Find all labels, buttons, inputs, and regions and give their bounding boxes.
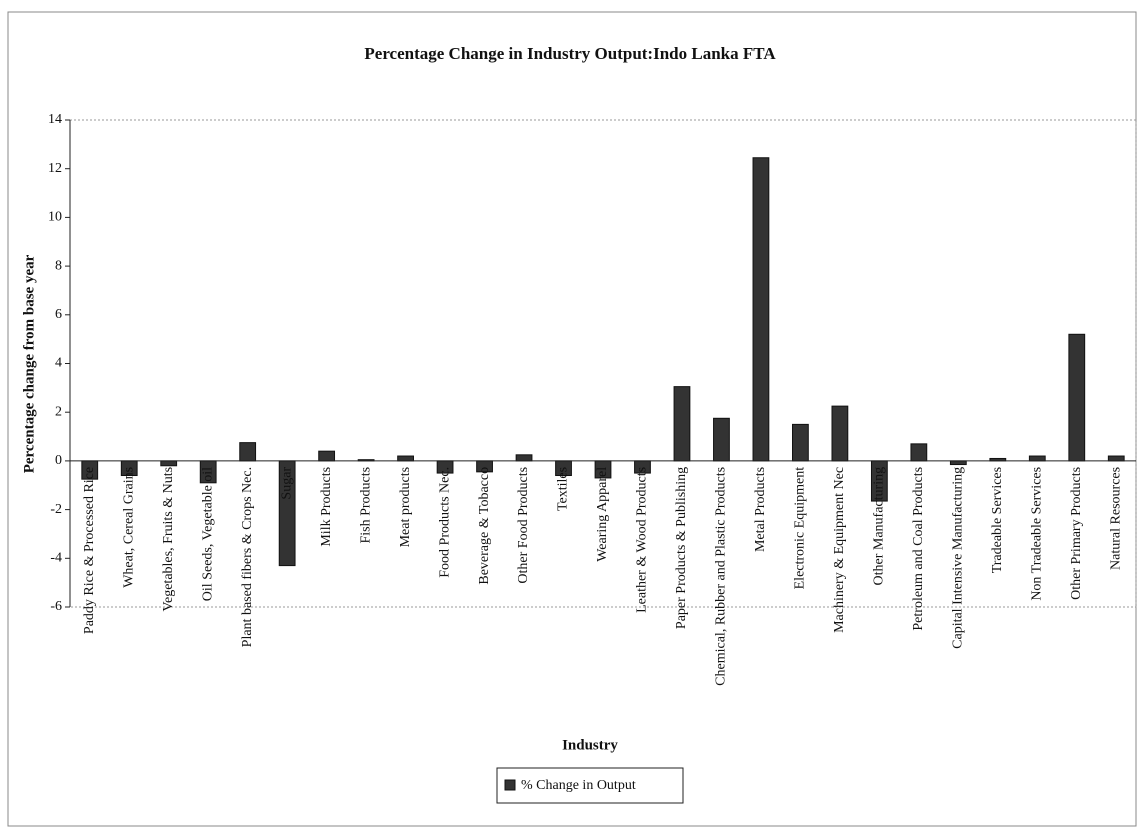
y-tick-label: 14 (48, 112, 62, 127)
x-tick-label: Plant based fibers & Crops Nec. (240, 467, 255, 647)
x-tick-label: Oil Seeds, Vegetable oil (200, 467, 215, 601)
bar (397, 455, 414, 462)
x-tick-label: Other Primary Products (1069, 467, 1084, 600)
x-axis-title: Industry (562, 737, 618, 753)
x-tick-label: Sugar (279, 467, 294, 500)
bar (792, 423, 809, 462)
x-tick-label: Leather & Wood Products (635, 467, 650, 613)
x-tick-label: Natural Resources (1108, 467, 1123, 570)
x-tick-label: Other Food Products (516, 467, 531, 584)
x-tick-label: Non Tradeable Services (1030, 467, 1045, 601)
chart-frame (7, 11, 1137, 827)
y-tick-label: -2 (50, 502, 62, 517)
x-tick-label: Chemical, Rubber and Plastic Products (714, 467, 729, 686)
x-tick-label: Textiles (556, 467, 571, 511)
y-tick-label: -6 (50, 599, 62, 614)
y-tick-label: 10 (48, 210, 62, 225)
x-tick-label: Milk Products (319, 467, 334, 547)
y-tick-label: 2 (55, 404, 62, 419)
x-tick-label: Electronic Equipment (793, 467, 808, 590)
bar (673, 386, 691, 462)
y-tick-label: -4 (50, 551, 62, 566)
bar (1107, 455, 1125, 462)
bar (831, 405, 849, 462)
bar (910, 443, 928, 462)
bar (515, 454, 533, 462)
x-tick-label: Tradeable Services (990, 467, 1005, 573)
bar (752, 157, 770, 462)
x-tick-label: Machinery & Equipment Nec (832, 467, 847, 633)
x-tick-label: Paddy Rice & Processed Rice (82, 467, 97, 634)
legend-box (496, 767, 684, 804)
x-tick-label: Fish Products (358, 467, 373, 544)
x-tick-label: Meat products (398, 467, 413, 547)
x-tick-label: Other Manufacturing (872, 467, 887, 586)
bar (949, 460, 967, 466)
legend-swatch (504, 779, 516, 791)
y-tick-label: 4 (55, 356, 62, 371)
x-tick-label: Vegetables, Fruits & Nuts (161, 467, 176, 612)
x-tick-label: Metal Products (753, 467, 768, 552)
y-tick-label: 8 (55, 258, 62, 273)
x-tick-label: Paper Products & Publishing (674, 467, 689, 629)
y-tick-label: 0 (55, 453, 62, 468)
chart-title: Percentage Change in Industry Output:Ind… (364, 44, 776, 63)
bar (1028, 455, 1046, 462)
y-tick-label: 6 (55, 307, 62, 322)
x-tick-label: Capital Intensive Manufacturing (951, 467, 966, 649)
bar (239, 442, 257, 462)
x-tick-label: Wheat, Cereal Grains (121, 467, 136, 588)
bar (160, 460, 178, 467)
y-axis-title: Percentage change from base year (21, 254, 37, 473)
bar (713, 417, 730, 462)
y-tick-label: 12 (48, 161, 62, 176)
plot-area (69, 119, 1137, 608)
bar (318, 450, 336, 462)
bar (1068, 333, 1086, 462)
x-tick-label: Beverage & Tobacco (477, 467, 492, 585)
x-tick-label: Food Products Nec. (437, 467, 452, 578)
x-tick-label: Wearing Apparel (595, 467, 610, 562)
legend-label: % Change in Output (521, 778, 636, 793)
x-tick-label: Petroleum and Coal Products (911, 467, 926, 631)
